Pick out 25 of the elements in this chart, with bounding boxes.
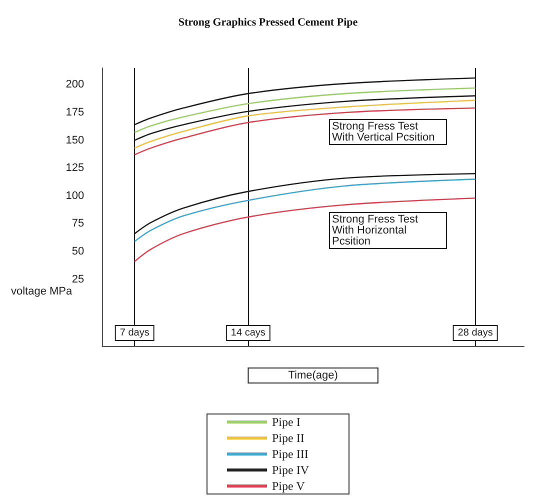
line-series [134,100,476,149]
annotation: Strong Fress Test With Horizontal Pcsition [332,214,422,248]
y-tick-label: 200 [66,78,84,91]
legend-label: Pipe IV [272,463,310,477]
y-tick-label: 75 [72,218,84,230]
y-tick-label: 125 [66,162,84,174]
y-tick-label: 50 [72,245,84,258]
legend-label: Pipe II [272,431,304,445]
line-series [134,87,476,134]
x-tick-label: 14 cays [230,328,266,338]
line-series [134,107,476,156]
y-tick-label: 25 [72,273,84,286]
legend-label: Pipe III [272,447,308,461]
line-series [134,197,476,262]
legend-label: Pipe V [272,479,306,493]
y-tick-label: 150 [66,134,84,146]
annotation: Strong Fress Test With Vertical Pcsition [332,120,435,144]
x-axis-title: Time(age) [288,370,338,382]
y-tick-label: 100 [66,190,84,202]
x-tick-label: 7 days [120,328,150,338]
legend-label: Pipe I [272,415,300,429]
y-axis-title: voltage MPa [10,286,74,298]
x-tick-label: 28 days [458,328,493,338]
y-tick-label: 175 [66,106,84,118]
chart-title: Strong Graphics Pressed Cement Pipe [178,16,358,28]
